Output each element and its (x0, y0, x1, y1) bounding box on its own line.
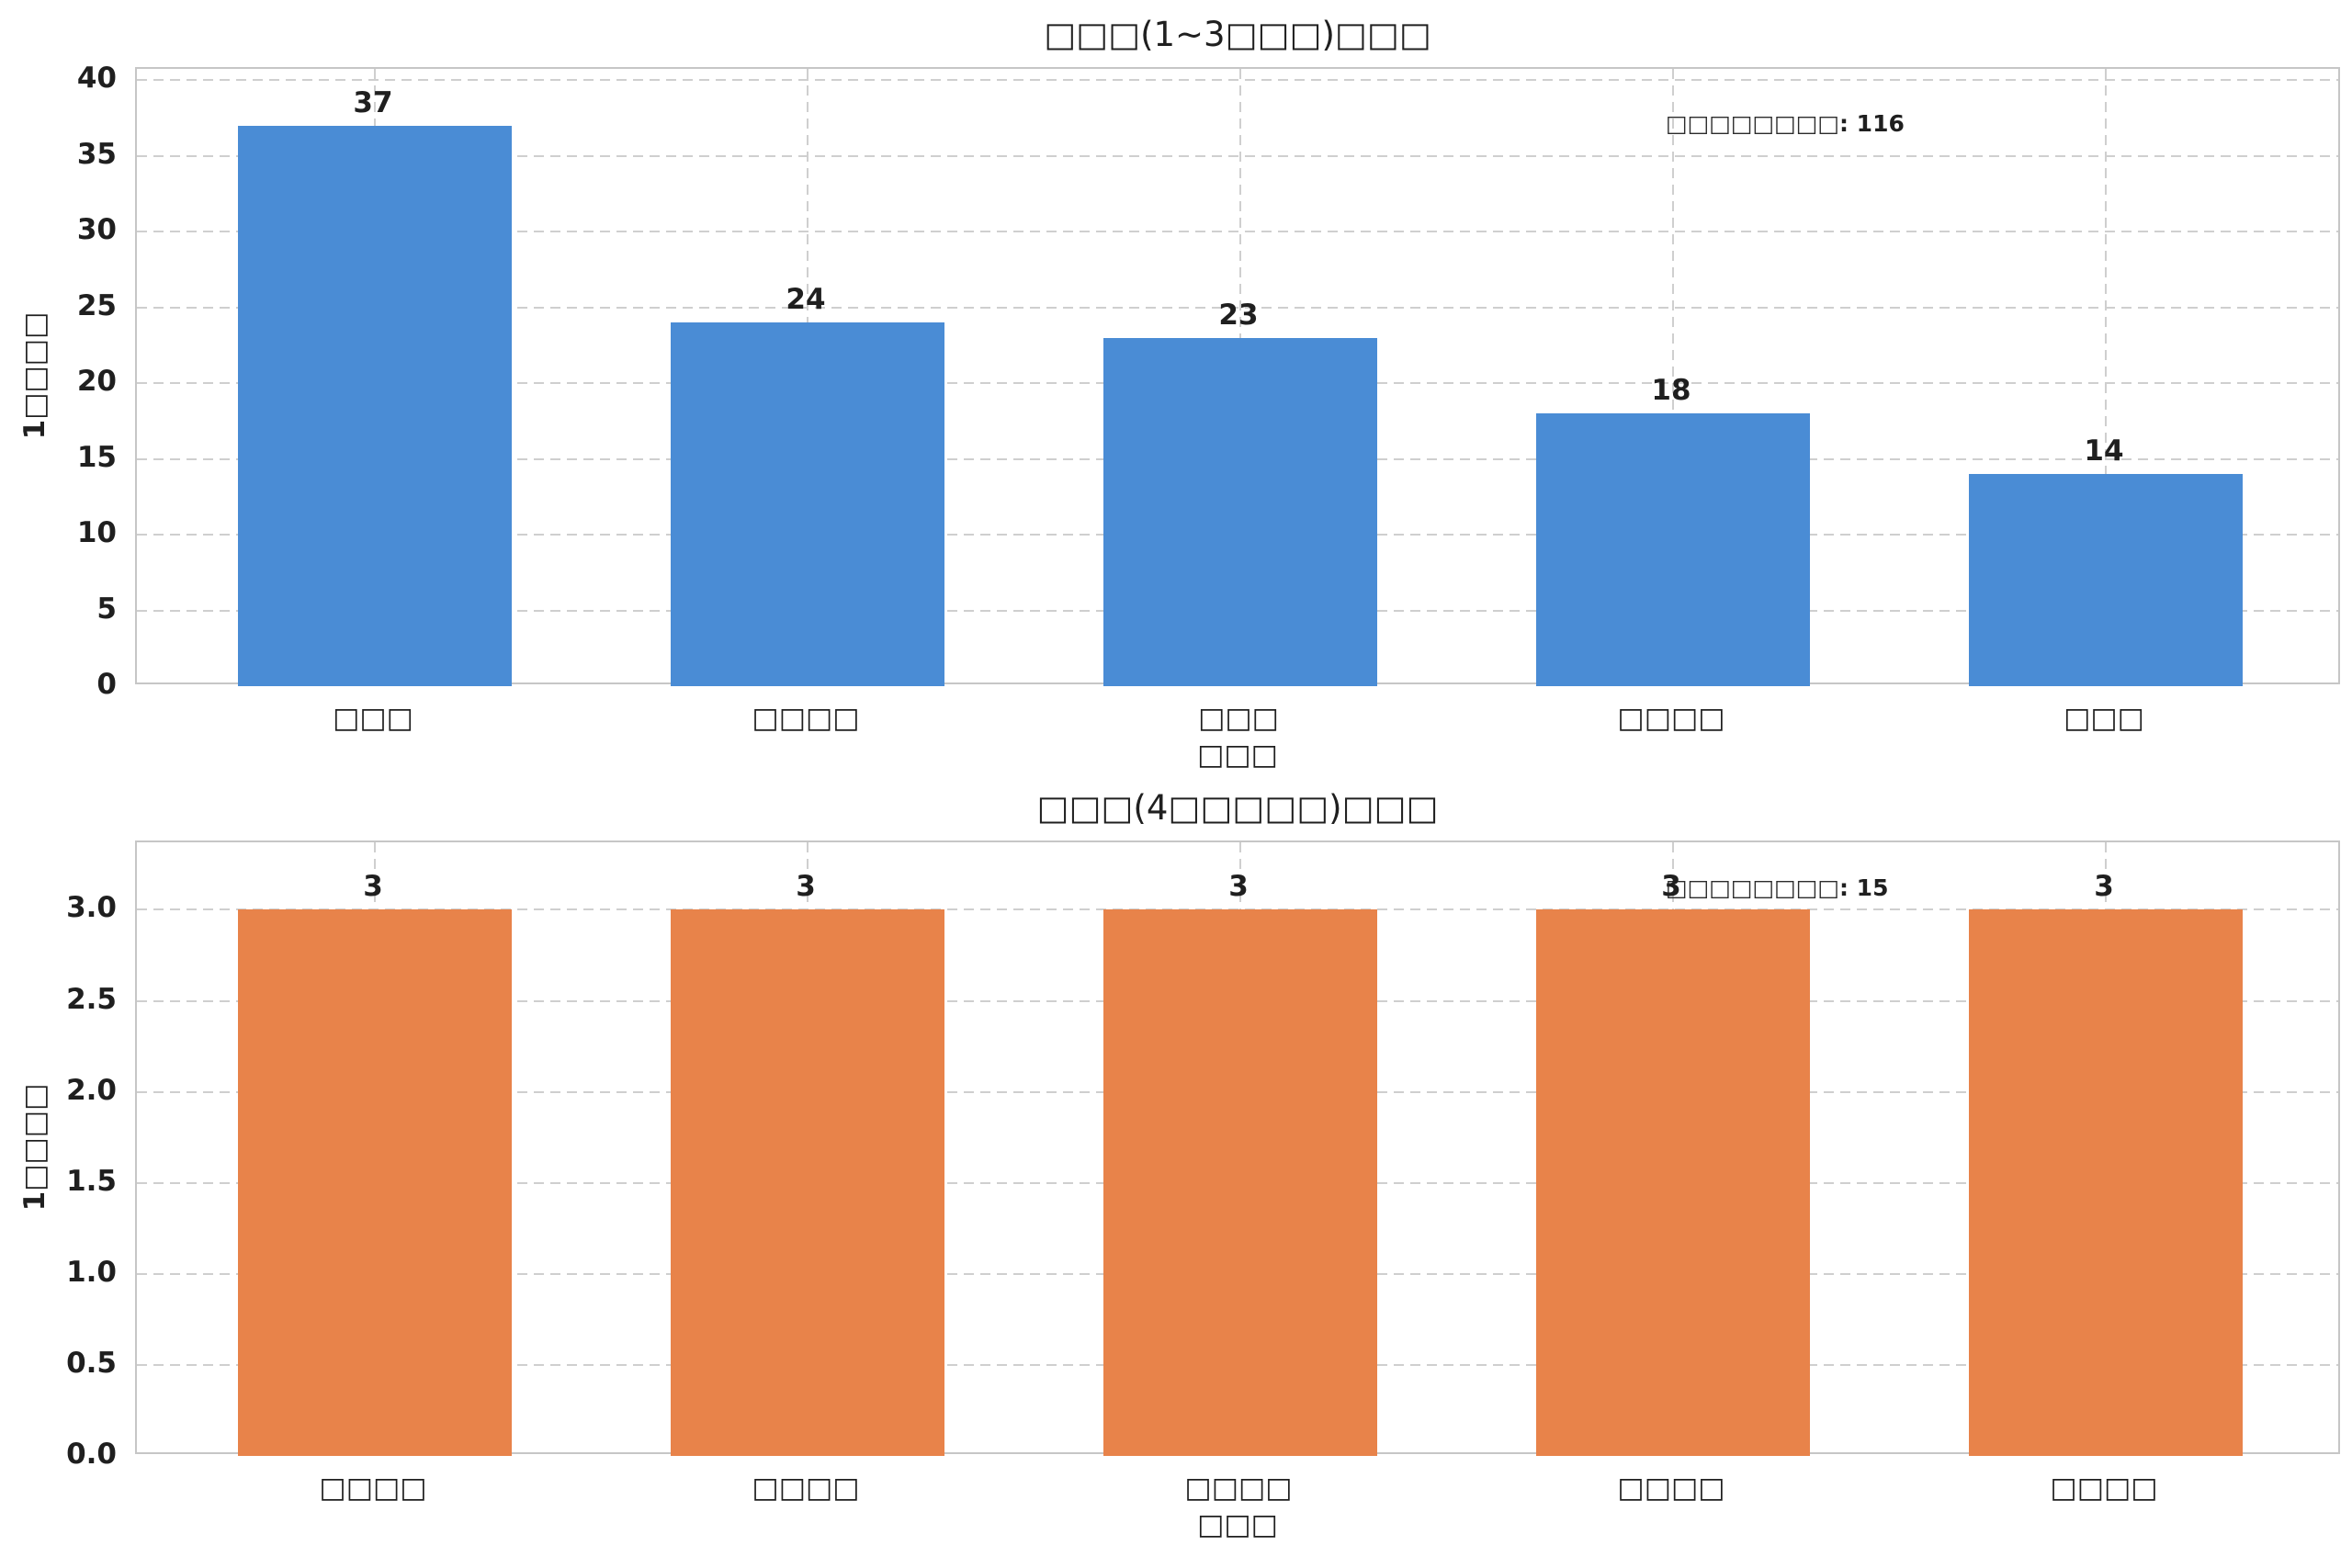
plot-area (135, 67, 2340, 686)
y-tick-label: 0.5 (66, 1346, 117, 1380)
x-tick-label: □□□□ (1617, 1472, 1725, 1505)
x-axis-label: □□□ (1197, 739, 1278, 772)
y-tick-label: 25 (76, 288, 117, 322)
gridline-v (807, 842, 808, 1452)
y-tick-label: 1.5 (66, 1164, 117, 1198)
annotation-value: : 15 (1838, 874, 1889, 901)
bar (671, 909, 944, 1456)
bar (1536, 909, 1810, 1456)
gridline-v (1672, 842, 1674, 1452)
annotation-value: : 116 (1838, 110, 1905, 137)
gridline-h (137, 1090, 2338, 1093)
gridline-v (1239, 69, 1241, 682)
gridline-v (2105, 842, 2107, 1452)
gridline-v (374, 69, 376, 682)
gridline-h (137, 79, 2338, 81)
gridline-h (137, 306, 2338, 309)
x-tick-label: □□□□ (2050, 1472, 2158, 1505)
bar-value-label: 23 (1218, 298, 1259, 332)
bar-value-label: 18 (1651, 374, 1691, 407)
bar (1536, 413, 1810, 686)
gridline-h (137, 908, 2338, 911)
x-axis-label: □□□ (1197, 1508, 1278, 1541)
plot-area (135, 840, 2340, 1456)
gridline-v (374, 842, 376, 1452)
chart-title: □□□(4□□□□□)□□□ (1036, 788, 1439, 828)
gridline-h (137, 1181, 2338, 1184)
y-tick-label: 30 (76, 213, 117, 246)
x-tick-label: □□□□ (1617, 702, 1725, 735)
y-tick-label: 40 (76, 62, 117, 95)
y-tick-label: 2.5 (66, 982, 117, 1016)
y-tick-label: 5 (96, 592, 117, 626)
gridline-h (137, 609, 2338, 612)
y-axis-label: 1□□□□ (18, 1083, 51, 1212)
bar (1103, 337, 1377, 686)
x-tick-label: □□□ (1198, 702, 1279, 735)
annotation-total: □□□□□□□□: 15 (1666, 873, 1888, 904)
bar (1969, 909, 2243, 1456)
bar-value-label: 3 (363, 870, 383, 904)
gridline-v (1672, 69, 1674, 682)
y-tick-label: 20 (76, 365, 117, 398)
chart-title: □□□(1~3□□□)□□□ (1044, 15, 1431, 54)
bar (238, 125, 512, 686)
y-tick-label: 0.0 (66, 1438, 117, 1471)
y-axis-label: 1□□□□ (18, 311, 51, 440)
x-tick-label: □□□□ (1184, 1472, 1293, 1505)
bar (238, 909, 512, 1456)
y-tick-label: 35 (76, 137, 117, 171)
annotation-label: □□□□□□□□ (1666, 874, 1839, 901)
bar-value-label: 3 (2094, 870, 2114, 904)
x-tick-label: □□□□ (752, 1472, 860, 1505)
y-tick-label: 10 (76, 516, 117, 549)
gridline-h (137, 382, 2338, 384)
gridline-h (137, 457, 2338, 460)
bar-value-label: 3 (1228, 870, 1249, 904)
gridline-h (137, 1272, 2338, 1275)
gridline-h (137, 999, 2338, 1002)
bar (1103, 909, 1377, 1456)
y-tick-label: 1.0 (66, 1255, 117, 1289)
annotation-total: □□□□□□□□: 116 (1666, 108, 1905, 140)
gridline-h (137, 154, 2338, 157)
x-tick-label: □□□ (2064, 702, 2144, 735)
y-tick-label: 2.0 (66, 1073, 117, 1107)
y-tick-label: 3.0 (66, 891, 117, 925)
gridline-h (137, 534, 2338, 536)
gridline-v (2105, 69, 2107, 682)
bar-value-label: 37 (353, 85, 393, 119)
y-tick-label: 15 (76, 440, 117, 474)
bar-value-label: 3 (1661, 870, 1681, 904)
gridline-h (137, 231, 2338, 232)
bar-value-label: 14 (2084, 434, 2124, 468)
gridline-v (807, 69, 808, 682)
bar-value-label: 3 (796, 870, 816, 904)
bar-value-label: 24 (786, 283, 826, 316)
bar (1969, 474, 2243, 686)
gridline-v (1239, 842, 1241, 1452)
x-tick-label: □□□□ (319, 1472, 427, 1505)
gridline-h (137, 1363, 2338, 1366)
x-tick-label: □□□□ (752, 702, 860, 735)
bar (671, 322, 944, 686)
y-tick-label: 0 (96, 668, 117, 701)
x-tick-label: □□□ (333, 702, 413, 735)
annotation-label: □□□□□□□□ (1666, 110, 1839, 137)
